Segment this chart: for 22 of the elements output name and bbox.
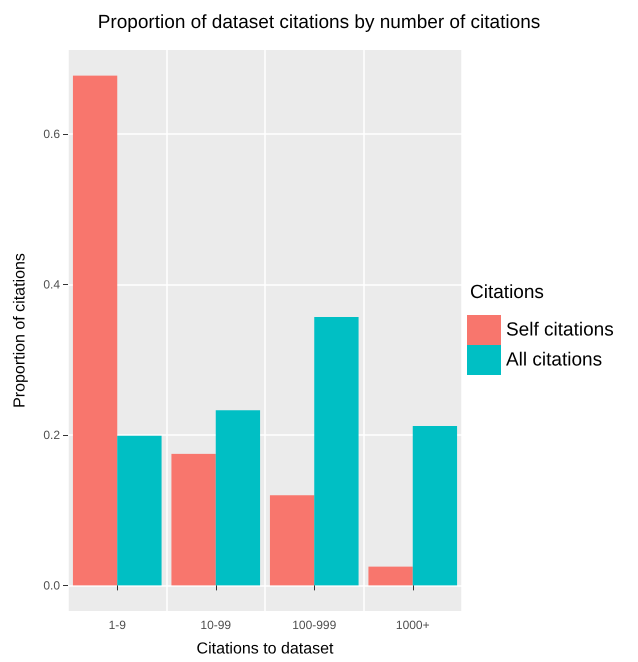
y-tick-label: 0.6: [43, 127, 60, 142]
bar: [412, 426, 458, 586]
bar: [216, 410, 260, 586]
legend-label: All citations: [506, 350, 602, 370]
bar: [368, 566, 413, 586]
x-axis-title: Citations to dataset: [196, 640, 334, 658]
x-tick-label: 1-9: [108, 618, 126, 632]
x-tick-label: 1000+: [396, 618, 430, 632]
bar: [117, 436, 162, 586]
legend-title: Citations: [470, 282, 544, 303]
chart-title: Proportion of dataset citations by number of citations: [98, 12, 540, 33]
bar: [171, 454, 216, 586]
y-axis-title: Proportion of citations: [12, 253, 28, 408]
y-tick-label: 0.2: [43, 428, 60, 442]
legend-label: Self citations: [506, 320, 614, 340]
y-tick-label: 0.0: [43, 578, 60, 592]
y-tick-label: 0.4: [43, 278, 60, 292]
bar: [72, 76, 118, 586]
x-tick-label: 10-99: [200, 618, 232, 632]
bar: [270, 495, 314, 586]
x-tick-label: 100-999: [292, 618, 337, 632]
bar: [314, 316, 359, 586]
